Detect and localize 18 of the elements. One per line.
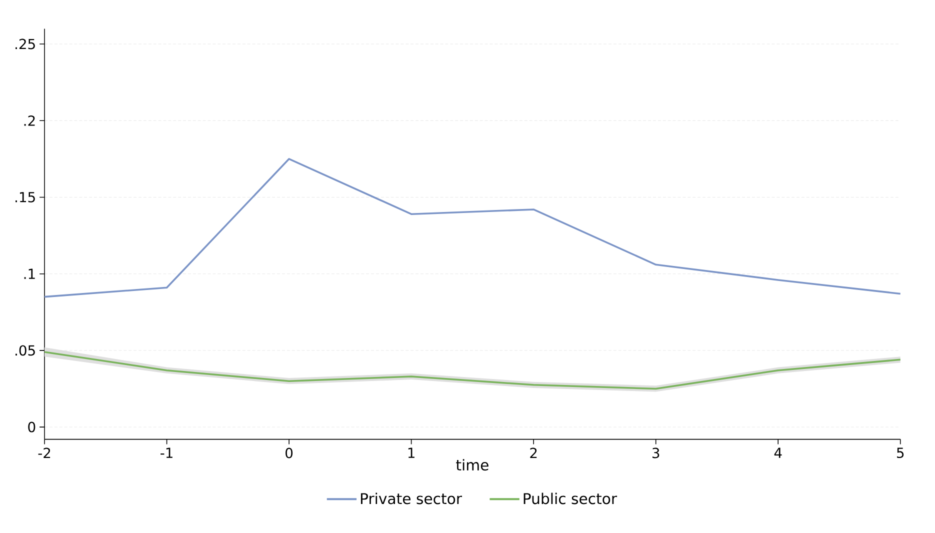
x-tick-label: 3 — [652, 448, 660, 458]
x-tick-label: 5 — [897, 448, 904, 458]
y-tick-label: .25 — [16, 38, 35, 50]
y-tick-label: 0 — [28, 422, 36, 432]
x-tick-label: 0 — [286, 448, 293, 458]
legend-label: Private sector — [360, 492, 462, 504]
x-tick-label: -1 — [160, 448, 172, 458]
line-series — [44, 158, 902, 298]
y-tick-label: .05 — [16, 345, 35, 356]
x-tick-label: 2 — [530, 448, 537, 458]
y-tick-label: .1 — [24, 268, 35, 279]
y-tick-label: .2 — [24, 115, 35, 126]
y-tick-label: .15 — [16, 192, 35, 202]
x-axis-title: time — [456, 458, 488, 470]
x-tick-label: -2 — [38, 448, 50, 458]
x-tick-label: 4 — [774, 448, 782, 458]
x-tick-label: 1 — [408, 448, 414, 458]
legend-label: Public sector — [524, 492, 618, 504]
